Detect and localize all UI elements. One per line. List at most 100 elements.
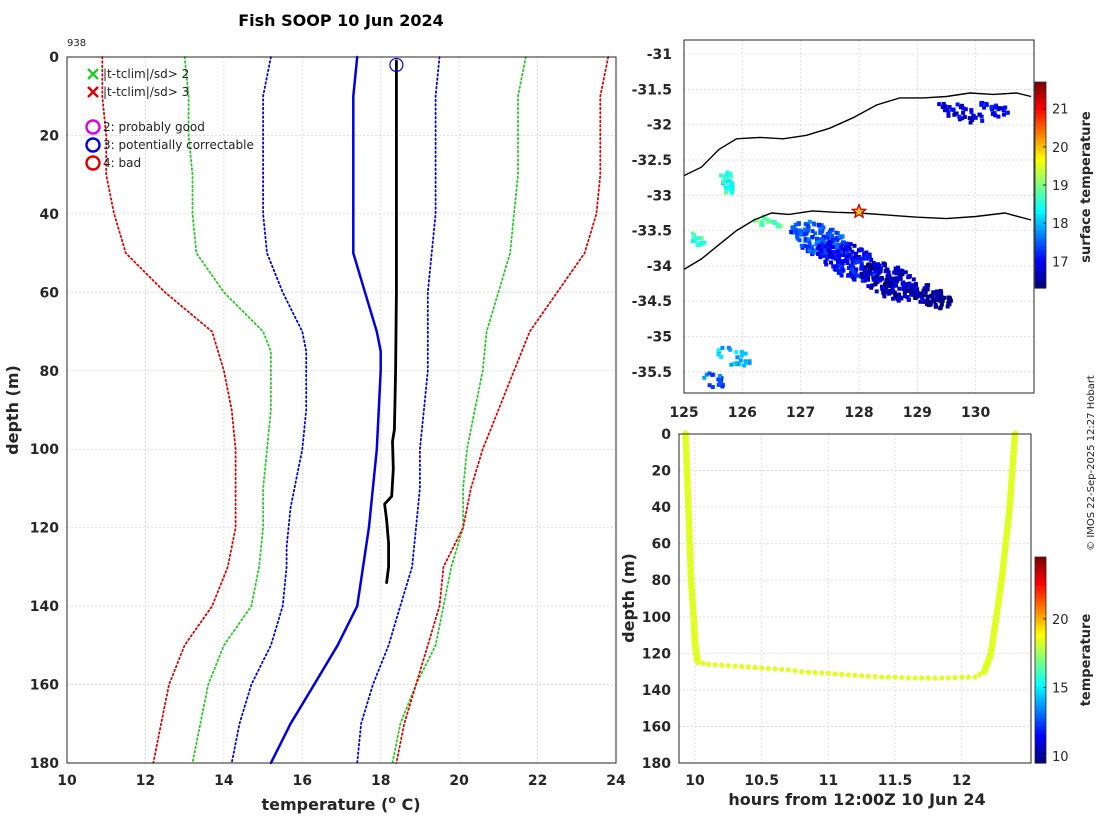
map-sst-pixel [730,186,735,191]
timeseries-point [865,673,871,679]
profile-x-tick-label: 12 [136,773,155,789]
timeseries-point [819,670,825,676]
map-colorbar-segment [1035,104,1046,109]
map-sst-pixel [867,268,872,273]
map-sst-pixel [896,298,901,303]
map-sst-pixel [885,275,890,280]
profile-x-axis-label-sup: o [388,793,396,806]
timeseries-point [812,669,818,676]
map-sst-pixel [874,289,879,294]
map-sst-pixel [739,349,744,354]
map-sst-pixel [724,173,729,178]
map-sst-pixel [760,222,765,227]
map-sst-pixel [937,102,942,107]
map-sst-pixel [945,108,950,113]
map-sst-pixel [765,218,770,223]
map-sst-pixel [702,240,707,245]
profile-axes-frame [66,56,617,764]
timeseries-colorbar: 10 15 20 [1034,556,1069,765]
map-sst-pixel [993,113,998,118]
map-sst-pixel [827,229,832,234]
map-sst-pixel [819,223,824,228]
map-sst-pixel [897,292,901,297]
map-sst-pixel [847,247,852,252]
map-colorbar-segment [1035,130,1046,135]
map-lat-tick-label: -32.5 [632,153,672,169]
map-colorbar-tick-label: 20 [1052,141,1069,156]
timeseries-colorbar-segment [1035,602,1046,606]
legend-x-marker-stroke [87,86,99,98]
map-sst-pixel [833,264,838,269]
map-sst-pixel [869,263,874,268]
legend-circle-marker [85,119,101,135]
timeseries-point [885,674,891,680]
timeseries-colorbar-segment [1035,586,1046,590]
timeseries-x-tick-label: 10 [685,773,705,789]
map-colorbar-segment [1035,159,1046,164]
map-sst-pixel [918,299,923,304]
map-colorbar-segment [1035,275,1046,279]
map-colorbar-segment [1035,239,1046,244]
map-colorbar-segment [1035,85,1046,89]
map-sst-pixel [906,297,911,302]
profile-y-tick-label: 140 [30,599,59,615]
map-sst-pixel [1003,105,1008,110]
map-colorbar-segment [1035,226,1046,231]
map-coastline [683,210,1032,271]
map-sst-pixel [882,289,887,294]
map-colorbar-segment [1035,236,1046,241]
map-sst-pixel [887,280,892,285]
map-sst-pixel [884,286,889,291]
legend-entry-label: |t-tclim|/sd> 3 [103,85,189,99]
timeseries-colorbar-segment [1035,589,1046,593]
timeseries-colorbar-segment [1035,614,1046,619]
timeseries-y-tick-label: 180 [642,756,671,772]
map-sst-pixel [726,345,731,350]
map-sst-pixel [887,274,892,279]
map-sst-pixel [996,107,1001,112]
map-sst-pixel [850,267,855,272]
map-sst-pixel [821,234,826,239]
map-sst-pixel [825,235,830,240]
profile-x-tick-label: 22 [528,773,547,789]
map-colorbar-segment [1035,111,1046,115]
timeseries-point [719,662,725,668]
map-lon-tick-label: 130 [961,405,990,421]
map-sst-pixel [891,296,895,301]
map-sst-pixel [877,277,881,281]
map-sst-pixel [729,362,734,367]
map-sst-pixel [898,276,903,281]
map-sst-pixel [831,245,836,249]
map-sst-pixel [869,285,874,290]
timeseries-y-tick-label: 60 [652,537,672,553]
map-sst-pixel [819,248,823,253]
timeseries-point [752,664,758,671]
map-sst-pixel [724,190,728,195]
map-sst-pixel [931,290,936,295]
profile-series-1sd-line [230,56,308,764]
map-sst-pixel [939,294,944,299]
timeseries-y-tick-label: 20 [652,464,672,480]
map-colorbar-segment [1035,268,1046,273]
timeseries-point [845,672,851,678]
map-colorbar-segment [1035,91,1046,96]
map-sst-pixel [810,229,815,234]
timeseries-colorbar-segment [1035,740,1046,745]
map-sst-pixel [942,295,947,300]
timeseries-colorbar-segment [1035,569,1046,574]
timeseries-colorbar-segment [1035,634,1046,639]
map-sst-pixel [907,274,912,279]
timeseries-points [682,430,1019,681]
timeseries-point [919,675,925,681]
timeseries-colorbar-label: temperature [1079,614,1094,707]
timeseries-colorbar-segment [1035,650,1046,655]
map-sst-pixel [807,248,812,252]
map-sst-pixel [850,249,855,254]
profile-series-3sd-line [101,56,237,764]
map-colorbar-segment [1035,223,1046,228]
map-sst-pixel [743,351,748,356]
map-sst-pixel [820,237,824,242]
timeseries-colorbar-segment [1035,647,1046,651]
map-sst-pixel [950,107,955,112]
map-sst-pixel [804,231,809,236]
